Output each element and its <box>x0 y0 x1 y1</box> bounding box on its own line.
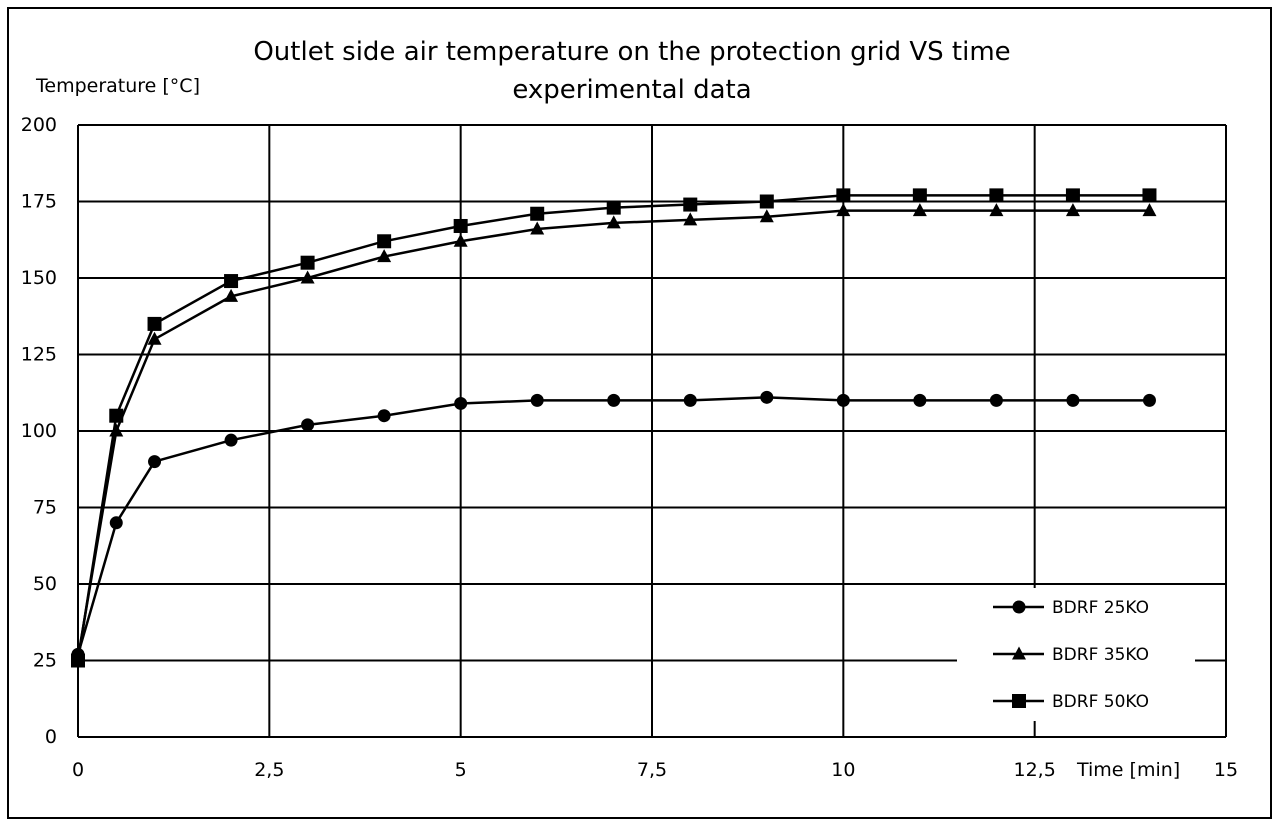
legend-label: BDRF 35KO <box>1052 645 1149 665</box>
circle-marker <box>530 393 544 407</box>
square-marker <box>912 188 927 203</box>
triangle-marker <box>300 270 315 284</box>
square-marker <box>759 194 774 209</box>
series-line <box>76 209 1150 658</box>
y-tick-label: 125 <box>21 344 57 366</box>
x-tick-label: 7,5 <box>637 759 667 781</box>
y-tick-label: 150 <box>21 267 57 289</box>
square-marker <box>989 188 1004 203</box>
x-tick-label: 2,5 <box>254 759 284 781</box>
square-marker <box>1142 188 1157 203</box>
axes <box>77 125 1226 738</box>
circle-marker <box>989 393 1003 407</box>
y-tick-label: 25 <box>33 650 57 672</box>
circle-marker <box>148 455 162 469</box>
y-tick-label: 200 <box>21 114 57 136</box>
y-tick-label: 75 <box>33 497 57 519</box>
x-tick-label: 10 <box>831 759 855 781</box>
legend-label: BDRF 25KO <box>1052 598 1149 618</box>
circle-marker <box>913 393 927 407</box>
circle-marker <box>377 409 391 423</box>
square-marker <box>109 408 124 423</box>
circle-marker <box>109 516 123 530</box>
series-circle <box>71 390 1156 661</box>
triangle-marker <box>377 249 392 263</box>
legend-item: BDRF 50KO <box>993 692 1149 712</box>
circle-marker <box>683 393 697 407</box>
chart-title: Outlet side air temperature on the prote… <box>253 37 1010 105</box>
triangle-marker <box>759 209 774 223</box>
legend-label: BDRF 50KO <box>1052 692 1149 712</box>
circle-marker <box>1012 600 1026 614</box>
y-tick-label: 100 <box>21 420 57 442</box>
series-line <box>76 396 1150 655</box>
triangle-marker <box>1142 203 1157 217</box>
series-square <box>71 188 1157 668</box>
x-tick-label: 0 <box>72 759 84 781</box>
triangle-marker <box>683 212 698 226</box>
circle-marker <box>301 418 315 432</box>
tick-labels: 0 25 50 75 100 125 150 175 200 0 2,5 5 7,5 10 12,5 15 <box>21 114 1238 781</box>
square-marker <box>147 316 162 331</box>
chart-title-line-2: experimental data <box>512 75 751 105</box>
triangle-marker <box>530 221 545 235</box>
square-marker <box>530 206 545 221</box>
triangle-marker <box>1012 646 1026 660</box>
series-triangle <box>71 203 1157 663</box>
x-tick-label: 12,5 <box>1014 759 1056 781</box>
y-tick-label: 175 <box>21 191 57 213</box>
triangle-marker <box>989 203 1004 217</box>
circle-marker <box>607 393 621 407</box>
circle-marker <box>224 433 238 447</box>
square-marker <box>71 653 85 668</box>
square-marker <box>300 255 315 270</box>
square-marker <box>377 234 392 249</box>
triangle-marker <box>147 331 162 345</box>
circle-marker <box>836 393 850 407</box>
y-axis-label: Temperature [°C] <box>35 75 200 97</box>
circle-marker <box>1066 393 1080 407</box>
square-marker <box>1065 188 1080 203</box>
square-marker <box>1012 694 1026 708</box>
triangle-marker <box>1065 203 1080 217</box>
x-tick-label: 15 <box>1214 759 1238 781</box>
circle-marker <box>760 390 774 404</box>
series-line <box>76 194 1150 661</box>
circle-marker <box>1142 393 1156 407</box>
legend-item: BDRF 25KO <box>993 598 1149 618</box>
circle-marker <box>454 396 468 410</box>
triangle-marker <box>453 233 468 247</box>
square-marker <box>606 200 621 215</box>
triangle-marker <box>912 203 927 217</box>
legend-item: BDRF 35KO <box>993 645 1149 665</box>
y-tick-label: 0 <box>45 726 57 748</box>
x-tick-label: 5 <box>455 759 467 781</box>
legend: BDRF 25KO BDRF 35KO BDRF 50KO <box>957 588 1195 721</box>
triangle-marker <box>836 203 851 217</box>
triangle-marker <box>606 215 621 229</box>
square-marker <box>224 274 239 289</box>
triangle-marker <box>224 288 239 302</box>
chart-title-line-1: Outlet side air temperature on the prote… <box>253 37 1010 67</box>
y-tick-label: 50 <box>33 573 57 595</box>
square-marker <box>453 218 468 233</box>
x-axis-label: Time [min] <box>1076 759 1180 781</box>
square-marker <box>683 197 698 212</box>
square-marker <box>836 188 851 203</box>
series <box>71 188 1157 668</box>
